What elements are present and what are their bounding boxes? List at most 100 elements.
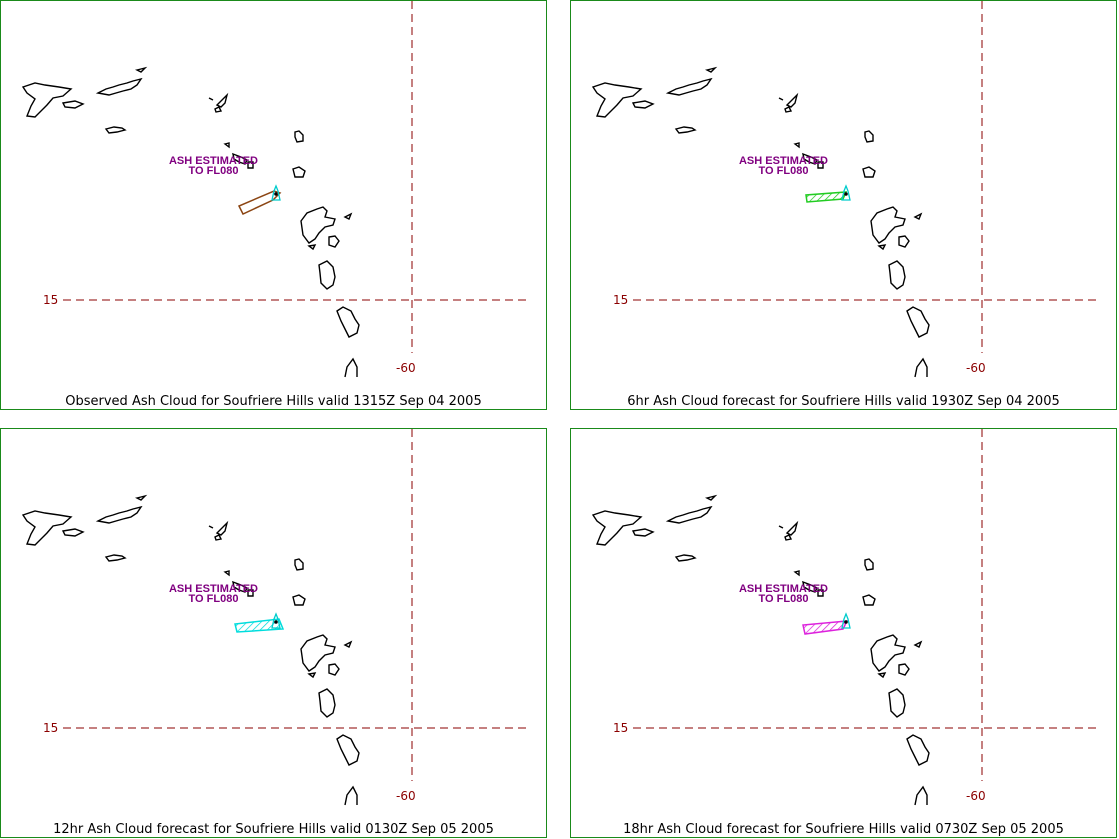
island-coastline [247, 161, 254, 169]
volcano-icon [841, 612, 851, 629]
island-coastline [343, 212, 353, 220]
island-coastline [95, 505, 143, 524]
island-coastline [704, 66, 718, 73]
ash-note-line2: TO FL080 [188, 165, 239, 177]
island-coastline [817, 161, 824, 169]
ash-note: ASH ESTIMATED TO FL080 [726, 584, 841, 605]
island-coastline [300, 206, 336, 244]
coastlines [591, 66, 930, 378]
ash-note: ASH ESTIMATED TO FL080 [156, 155, 271, 177]
island-coastline [61, 528, 85, 537]
latitude-label: 15 [613, 721, 629, 735]
island-coastline [802, 152, 818, 165]
ash-note-line1: ASH ESTIMATED [168, 583, 259, 595]
island-coastline [208, 525, 214, 529]
map-canvas [591, 1, 1099, 378]
panel-caption: 6hr Ash Cloud forecast for Soufriere Hil… [627, 394, 1060, 409]
ash-cloud-polygon [237, 190, 282, 215]
coastlines [21, 66, 360, 378]
island-coastline [817, 589, 824, 597]
island-coastline [674, 554, 697, 562]
ash-note-line2: TO FL080 [758, 165, 809, 177]
island-coastline [61, 100, 85, 109]
map-canvas [591, 429, 1099, 806]
island-coastline [104, 554, 127, 562]
latitude-label: 15 [613, 293, 629, 307]
panel-caption: 12hr Ash Cloud forecast for Soufriere Hi… [53, 822, 494, 837]
volcano-dot [844, 620, 848, 624]
island-coastline [778, 97, 784, 101]
island-coastline [888, 260, 906, 290]
ash-note: ASH ESTIMATED TO FL080 [156, 583, 271, 605]
longitude-label: -60 [396, 361, 416, 375]
ash-cloud-area [237, 190, 282, 215]
volcano-dot [274, 192, 278, 196]
volcano-icon [271, 184, 281, 201]
ash-cloud-polygon [805, 191, 848, 203]
ash-note-line1: ASH ESTIMATED [738, 155, 829, 167]
volcano-icon [841, 184, 851, 201]
island-coastline [328, 235, 340, 248]
island-coastline [906, 306, 930, 338]
ash-note-line2: TO FL080 [758, 593, 809, 605]
island-coastline [21, 82, 73, 118]
island-coastline [294, 130, 304, 143]
island-coastline [784, 106, 793, 113]
island-coastline [674, 126, 697, 134]
island-coastline [344, 357, 358, 378]
island-coastline [778, 525, 784, 529]
island-coastline [215, 92, 229, 108]
island-coastline [95, 77, 143, 96]
island-coastline [864, 130, 874, 143]
longitude-label: -60 [966, 361, 986, 375]
island-coastline [914, 357, 928, 378]
latitude-label: 15 [43, 721, 59, 735]
island-coastline [631, 100, 655, 109]
island-coastline [292, 594, 306, 606]
map-canvas [21, 1, 529, 378]
island-coastline [802, 580, 818, 593]
ash-cloud-area [234, 618, 285, 633]
coastlines [21, 494, 360, 806]
island-coastline [914, 785, 928, 806]
longitude-label: -60 [966, 789, 986, 803]
island-coastline [300, 634, 336, 672]
volcano-dot [274, 620, 278, 624]
island-coastline [134, 494, 148, 501]
island-coastline [793, 570, 800, 577]
island-coastline [223, 142, 230, 149]
ash-note-line2: TO FL080 [188, 593, 239, 605]
island-coastline [215, 520, 229, 536]
island-coastline [214, 534, 223, 541]
ash-note-line1: ASH ESTIMATED [168, 155, 259, 167]
island-coastline [292, 166, 306, 178]
island-coastline [913, 640, 923, 648]
island-coastline [294, 558, 304, 571]
island-coastline [888, 688, 906, 718]
island-coastline [247, 589, 254, 597]
island-coastline [913, 212, 923, 220]
island-coastline [21, 510, 73, 546]
ash-cloud-area [802, 620, 849, 635]
map-canvas [21, 429, 529, 806]
map-panel-6hr: 15 -60 ASH ESTIMATED TO FL080 6hr Ash Cl… [570, 0, 1117, 410]
volcano-marker [271, 184, 281, 201]
island-coastline [223, 570, 230, 577]
island-coastline [344, 785, 358, 806]
island-coastline [785, 92, 799, 108]
island-coastline [208, 97, 214, 101]
island-coastline [864, 558, 874, 571]
island-coastline [877, 672, 887, 679]
island-coastline [870, 634, 906, 672]
panel-caption: Observed Ash Cloud for Soufriere Hills v… [65, 394, 482, 409]
island-coastline [785, 520, 799, 536]
island-coastline [104, 126, 127, 134]
island-coastline [906, 734, 930, 766]
island-coastline [336, 306, 360, 338]
island-coastline [665, 505, 713, 524]
island-coastline [898, 663, 910, 676]
ash-cloud-polygon [802, 620, 849, 635]
island-coastline [877, 244, 887, 251]
grid-lines [633, 1, 1099, 353]
island-coastline [704, 494, 718, 501]
